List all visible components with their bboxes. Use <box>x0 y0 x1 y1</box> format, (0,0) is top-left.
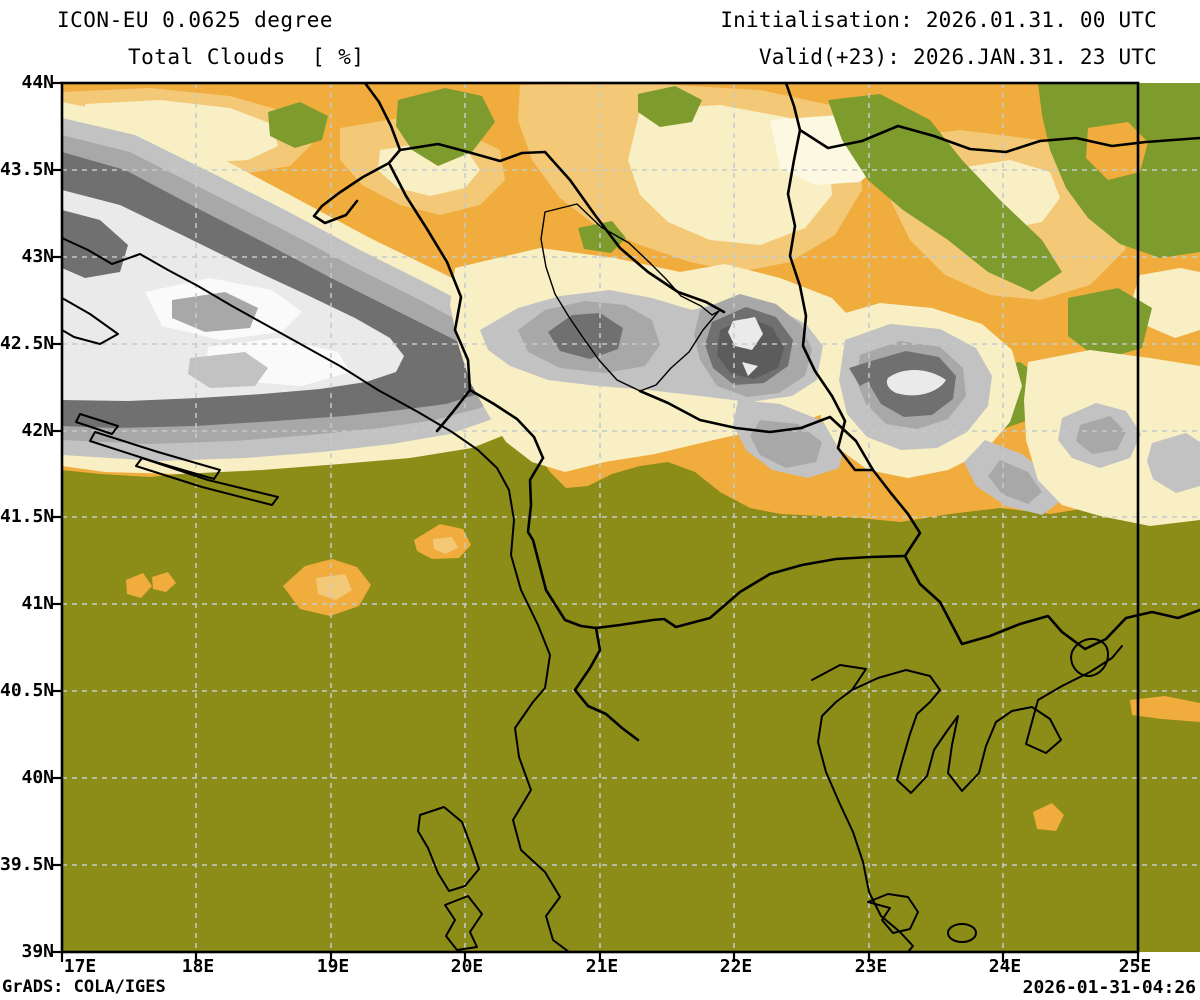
axis-ticks <box>52 81 1140 962</box>
y-tick-label: 44N <box>21 72 54 93</box>
x-tick-label: 18E <box>181 956 215 977</box>
generation-timestamp: 2026-01-31-04:26 <box>1022 977 1196 998</box>
x-tick-label: 24E <box>988 956 1022 977</box>
x-tick-label: 19E <box>316 956 350 977</box>
x-tick-label: 22E <box>719 956 753 977</box>
south-cloud-patches <box>126 524 1200 831</box>
initialisation-label: Initialisation: 2026.01.31. 00 UTC <box>720 8 1157 32</box>
west-cloud-mass <box>62 102 560 474</box>
x-tick-label: 17E <box>63 956 97 977</box>
grid-lines <box>62 83 1200 952</box>
x-tick-label: 20E <box>450 956 484 977</box>
y-tick-label: 42.5N <box>0 333 55 354</box>
country-borders <box>312 83 1200 742</box>
valid-time-label: Valid(+23): 2026.JAN.31. 23 UTC <box>758 45 1157 69</box>
y-tick-label: 43.5N <box>0 159 55 180</box>
x-tick-label: 21E <box>585 956 619 977</box>
y-tick-label: 39N <box>21 941 54 962</box>
grads-credit: GrADS: COLA/IGES <box>2 977 166 997</box>
model-title: ICON-EU 0.0625 degree <box>57 8 334 32</box>
variable-title: Total Clouds [ %] <box>128 45 365 69</box>
y-tick-label: 41.5N <box>0 506 55 527</box>
central-cloud-band <box>450 248 868 478</box>
y-tick-label: 43N <box>21 246 54 267</box>
east-cloud-blob <box>817 303 1200 526</box>
x-tick-label: 25E <box>1118 956 1152 977</box>
y-tick-label: 40.5N <box>0 680 55 701</box>
x-tick-label: 23E <box>854 956 888 977</box>
y-tick-label: 41N <box>21 593 54 614</box>
y-tick-label: 40N <box>21 767 54 788</box>
coastlines <box>62 237 1123 952</box>
y-tick-label: 39.5N <box>0 854 55 875</box>
y-tick-label: 42N <box>21 420 54 441</box>
